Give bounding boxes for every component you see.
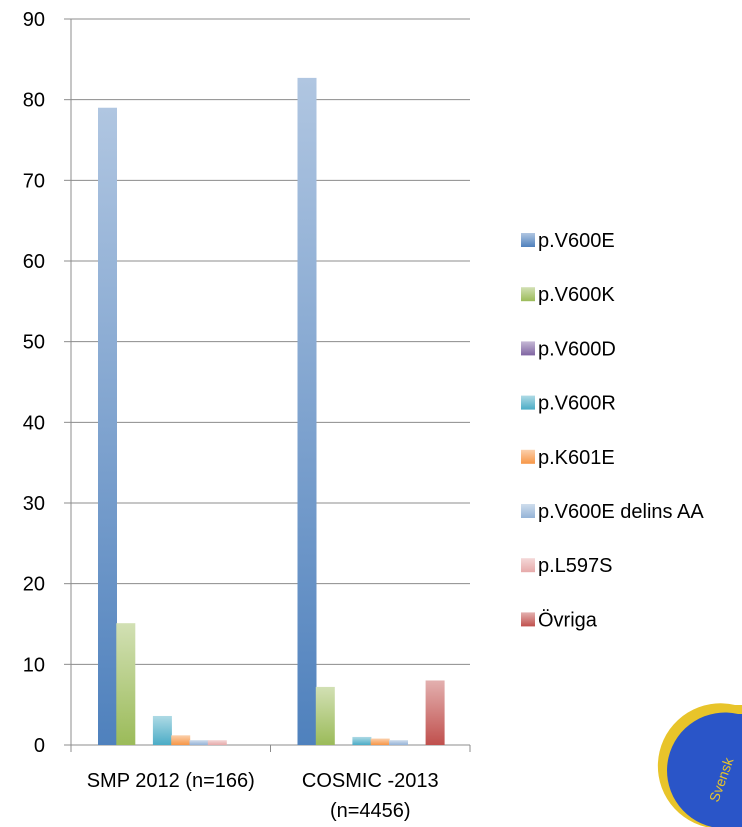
axes: 0 10 20 30 40 50 60 70 80 90: [23, 9, 471, 757]
legend-swatch: [521, 558, 535, 573]
y-tick-label: 30: [23, 493, 45, 515]
category-labels: SMP 2012 (n=166) COSMIC -2013 (n=4456): [87, 770, 439, 822]
legend-swatch: [521, 612, 535, 627]
legend-label: Övriga: [538, 609, 598, 631]
y-tick-label: 90: [23, 9, 45, 31]
bar-p-v600k-0: [116, 623, 136, 745]
legend-label: p.V600E delins AA: [538, 501, 704, 523]
y-tick-label: 20: [23, 574, 45, 596]
bar-p-v600k-1: [315, 686, 335, 745]
legend-swatch: [521, 395, 535, 410]
watermark-logo: Svensk: [657, 703, 742, 827]
legend-label: p.L597S: [538, 555, 613, 577]
legend: p.V600E p.V600K p.V600D p.V600R p.K601E p.V60…: [521, 230, 704, 631]
legend-swatch: [521, 341, 535, 356]
legend-swatch: [521, 287, 535, 302]
legend-label: p.V600R: [538, 393, 616, 415]
bar-p-v600r-1: [352, 736, 372, 745]
legend-label: p.V600E: [538, 230, 615, 252]
bar-p-v600r-0: [152, 715, 172, 745]
legend-label: p.V600D: [538, 338, 616, 360]
x-category-label: SMP 2012 (n=166): [87, 770, 255, 792]
bar-p-v600e-0: [98, 107, 117, 745]
bar-p-v600e-delins-aa-0: [189, 740, 209, 745]
legend-label: p.V600K: [538, 284, 615, 306]
y-tick-label: 50: [23, 332, 45, 354]
bar-p-v600e-1: [297, 77, 317, 746]
bar-p-k601e-0: [171, 735, 191, 745]
bar-p-v600e-delins-aa-1: [389, 740, 408, 745]
y-tick-label: 40: [23, 412, 45, 434]
y-tick-label: 70: [23, 170, 45, 192]
x-category-label: (n=4456): [330, 800, 411, 822]
legend-swatch: [521, 504, 535, 518]
legend-swatch: [521, 233, 535, 247]
bar-p-l597s-0: [207, 740, 227, 745]
gridlines: [71, 18, 470, 665]
x-category-label: COSMIC -2013: [302, 770, 439, 792]
y-tick-label: 10: [23, 654, 45, 676]
bar--vriga-1: [425, 680, 445, 745]
y-tick-label: 80: [23, 90, 45, 112]
y-tick-label: 60: [23, 251, 45, 273]
legend-label: p.K601E: [538, 447, 615, 469]
watermark-disc: [667, 712, 742, 827]
legend-swatch: [521, 449, 535, 464]
bars: [98, 77, 445, 746]
bar-p-k601e-1: [370, 738, 390, 745]
y-tick-label: 0: [34, 735, 45, 757]
